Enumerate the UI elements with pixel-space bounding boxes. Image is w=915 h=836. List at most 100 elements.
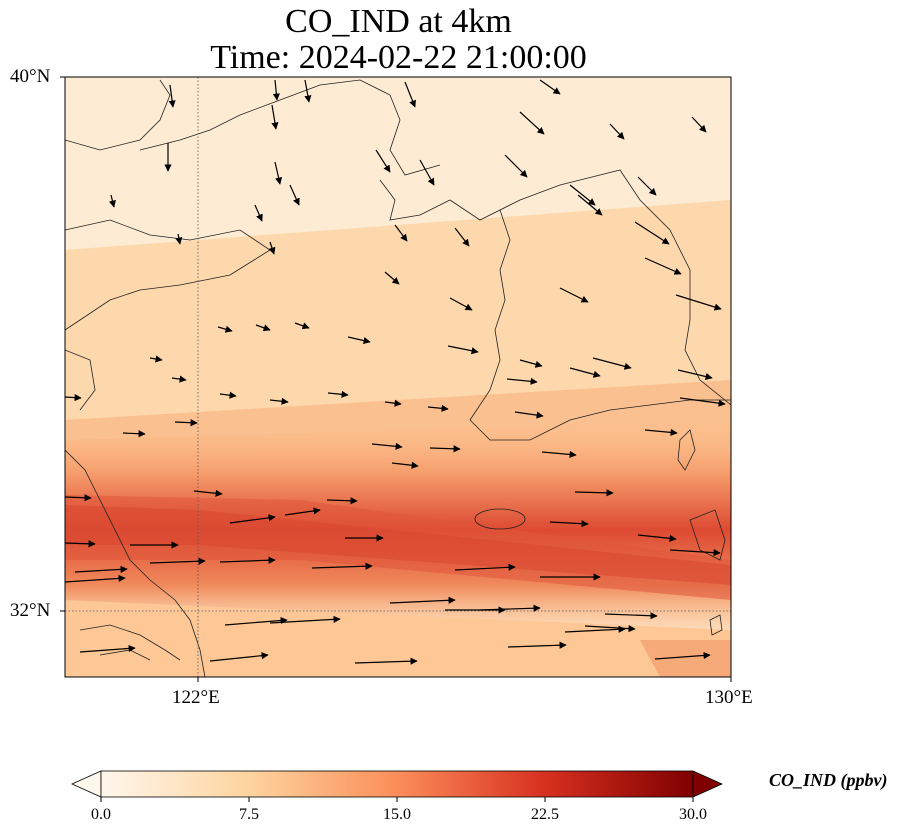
co-concentration-field (65, 77, 731, 677)
wind-vector (449, 297, 473, 311)
wind-vector (391, 461, 419, 469)
wind-vector (79, 644, 136, 653)
wind-vector (569, 367, 601, 378)
wind-vector (454, 227, 470, 247)
wind-vector (274, 161, 283, 185)
wind-vector (507, 641, 567, 649)
colorbar-tick-1: 7.5 (239, 806, 259, 823)
colorbar-label: CO_IND (ppbv) (769, 770, 888, 790)
wind-vector (284, 507, 321, 516)
wind-vector (577, 194, 603, 216)
wind-vector (289, 184, 300, 206)
wind-vector (592, 357, 632, 370)
wind-vector (327, 390, 349, 398)
colorbar-tick-4: 30.0 (679, 806, 707, 823)
wind-vector (514, 411, 544, 419)
wind-vector (677, 369, 713, 381)
wind-vector (654, 651, 711, 660)
wind-vector (389, 596, 456, 604)
wind-vector (217, 325, 233, 333)
wind-vector (149, 557, 206, 565)
x-tick-label-130e: 130°E (705, 687, 753, 708)
wind-vector (326, 497, 358, 505)
colorbar-tick-3: 22.5 (531, 806, 559, 823)
wind-vector (644, 428, 678, 436)
wind-vector (294, 322, 310, 330)
wind-vector (447, 345, 479, 355)
wind-vector (269, 397, 289, 405)
wind-vector (371, 442, 403, 450)
wind-vector (122, 430, 146, 438)
wind-vector (168, 84, 176, 108)
wind-vector (224, 616, 288, 626)
wind-vector (637, 534, 677, 542)
wind-vector (454, 563, 516, 571)
colorbar-gradient (101, 771, 693, 797)
coastlines (65, 79, 731, 677)
wind-vector (504, 154, 528, 178)
wind-vector (311, 562, 373, 570)
wind-vector (427, 404, 449, 412)
wind-vectors (65, 79, 726, 665)
wind-vector (609, 123, 625, 140)
wind-vector (272, 79, 280, 101)
wind-vector (604, 612, 658, 620)
wind-vector (254, 204, 263, 222)
wind-vector (419, 159, 435, 186)
wind-vector (549, 520, 589, 528)
wind-vector (219, 556, 276, 564)
wind-vector (65, 540, 96, 548)
x-tick-label-122e: 122°E (172, 687, 220, 708)
colorbar (71, 770, 723, 802)
wind-vector (268, 241, 276, 255)
y-tick-label-32n: 32°N (10, 600, 51, 621)
wind-vector (219, 391, 237, 399)
wind-vector (269, 615, 341, 624)
map-title-line-2: Time: 2024-02-22 21:00:00 (210, 39, 587, 76)
wind-vector (394, 224, 408, 242)
wind-vector (679, 397, 726, 407)
gridlines (65, 77, 731, 677)
wind-vector (669, 549, 721, 557)
wind-vector (108, 194, 116, 208)
map-title-line-1: CO_IND at 4km (285, 3, 512, 40)
wind-vector (644, 257, 682, 275)
wind-vector (74, 565, 128, 573)
wind-vector (675, 294, 722, 311)
wind-vector (347, 336, 371, 345)
colorbar-extend-high (692, 770, 723, 798)
wind-vector (541, 450, 577, 459)
wind-vector (271, 104, 279, 130)
colorbar-extend-low (71, 770, 102, 798)
wind-vector (229, 514, 276, 524)
wind-vector (65, 394, 82, 402)
wind-vector (171, 375, 187, 383)
wind-vector (149, 355, 163, 363)
wind-vector (634, 221, 670, 245)
wind-vector (519, 111, 545, 135)
wind-vector (304, 79, 312, 103)
y-tick-label-40n: 40°N (10, 66, 51, 87)
wind-vector (637, 176, 657, 196)
wind-vector (209, 652, 269, 662)
wind-vector (354, 657, 418, 665)
wind-vector (384, 271, 400, 285)
wind-vector (429, 445, 461, 453)
wind-vector (539, 79, 561, 95)
wind-vector (404, 81, 416, 108)
wind-vector (564, 625, 626, 633)
wind-vector (691, 116, 707, 133)
wind-vector (569, 184, 596, 206)
map-frame (64, 76, 732, 678)
colorbar-tick-2: 15.0 (383, 806, 411, 823)
axis-ticks (60, 76, 732, 682)
wind-vector (174, 419, 198, 427)
wind-vector (65, 494, 92, 502)
wind-vector (506, 377, 538, 385)
wind-vector (175, 233, 183, 245)
wind-vector (584, 625, 636, 633)
wind-vector (193, 489, 223, 497)
wind-vector (384, 399, 402, 407)
wind-vector (65, 574, 126, 583)
